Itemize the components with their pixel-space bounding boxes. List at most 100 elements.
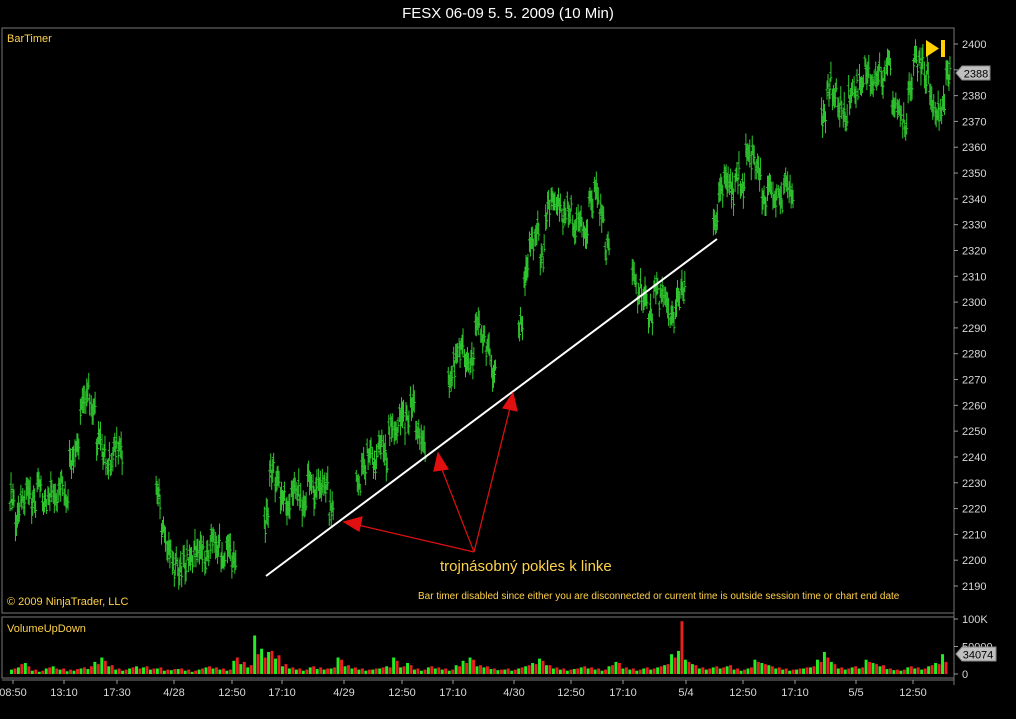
volume-bar-down bbox=[131, 667, 135, 674]
volume-bar-down bbox=[875, 664, 878, 674]
volume-bar-up bbox=[635, 670, 639, 674]
copyright-text: © 2009 NinjaTrader, LLC bbox=[7, 596, 129, 608]
volume-bar-up bbox=[301, 670, 305, 674]
volume-bar-down bbox=[55, 668, 59, 674]
trendline[interactable] bbox=[265, 238, 718, 577]
volume-bar-down bbox=[930, 665, 934, 674]
volume-bar-down bbox=[180, 668, 184, 674]
volume-bar-down bbox=[96, 664, 100, 674]
y-tick-label: 2300 bbox=[962, 297, 986, 309]
volume-bar-down bbox=[305, 669, 309, 674]
volume-bar-down bbox=[201, 668, 205, 674]
volume-bar-down bbox=[611, 665, 614, 674]
volume-bar-down bbox=[548, 665, 552, 674]
volume-bar-down bbox=[819, 661, 823, 674]
volume-bar-up bbox=[371, 669, 375, 674]
volume-bar-up bbox=[65, 671, 69, 674]
volume-bar-down bbox=[89, 666, 93, 674]
volume-bar-up bbox=[941, 654, 945, 674]
volume-bar-down bbox=[722, 667, 726, 674]
volume-bar-up bbox=[934, 663, 938, 674]
volume-bar-down bbox=[41, 670, 45, 674]
volume-bar-down bbox=[499, 669, 503, 674]
volume-bar-down bbox=[242, 661, 246, 674]
volume-bar-down bbox=[381, 667, 385, 674]
x-tick-label: 12:50 bbox=[388, 687, 416, 699]
play-end-icon[interactable] bbox=[926, 40, 945, 57]
volume-bar-down bbox=[166, 669, 170, 674]
volume-bar-up bbox=[183, 670, 187, 674]
y-tick-label: 2350 bbox=[962, 168, 986, 180]
volume-bar-up bbox=[142, 667, 145, 674]
volume-bar-up bbox=[385, 666, 389, 674]
x-tick-label: 08:50 bbox=[0, 687, 27, 699]
volume-bar-up bbox=[86, 669, 90, 674]
volume-bar-down bbox=[20, 664, 24, 674]
volume-bar-up bbox=[51, 666, 55, 674]
volume-bar-up bbox=[753, 659, 757, 674]
volume-bar-down bbox=[694, 665, 698, 674]
volume-bar-up bbox=[93, 661, 97, 674]
volume-bar-up bbox=[128, 668, 132, 674]
volume-bar-up bbox=[294, 669, 298, 674]
volume-bar-down bbox=[763, 664, 767, 674]
volume-bar-down bbox=[423, 669, 427, 674]
volume-bar-down bbox=[736, 668, 740, 674]
volume-bar-up bbox=[440, 669, 444, 674]
x-tick-label: 12:50 bbox=[557, 687, 585, 699]
volume-bar-up bbox=[739, 670, 743, 674]
volume-bar-down bbox=[673, 657, 677, 674]
volume-bar-up bbox=[211, 668, 215, 674]
volume-bar-up bbox=[274, 658, 277, 674]
volume-bar-up bbox=[100, 657, 104, 674]
volume-bar-up bbox=[725, 666, 729, 674]
volume-bar-down bbox=[465, 663, 469, 674]
volume-bar-up bbox=[169, 670, 173, 674]
price-bars bbox=[8, 39, 952, 590]
y-tick-label: 2190 bbox=[962, 581, 986, 593]
volume-bar-down bbox=[256, 654, 260, 674]
y-tick-label: 2320 bbox=[962, 245, 986, 257]
volume-bar-down bbox=[479, 665, 482, 674]
annotation-label: trojnásobný pokles k linke bbox=[440, 558, 612, 575]
y-tick-label: 2380 bbox=[962, 91, 986, 103]
y-tick-label: 2270 bbox=[962, 375, 986, 387]
volume-bar-up bbox=[913, 668, 917, 674]
volume-bar-down bbox=[944, 661, 948, 674]
volume-bar-down bbox=[902, 669, 906, 674]
volume-bar-down bbox=[346, 665, 350, 674]
arrow-head bbox=[342, 516, 363, 532]
volume-bar-down bbox=[604, 669, 608, 674]
volume-bar-down bbox=[194, 670, 198, 674]
volume-bar-up bbox=[899, 670, 903, 674]
volume-bar-up bbox=[10, 669, 13, 674]
volume-bar-up bbox=[503, 669, 507, 674]
volume-bar-down bbox=[221, 668, 225, 674]
volume-bar-up bbox=[649, 669, 653, 674]
y-tick-label: 2250 bbox=[962, 426, 986, 438]
volume-bar-down bbox=[798, 668, 802, 674]
volume-bar-down bbox=[402, 666, 406, 674]
volume-indicator-label: VolumeUpDown bbox=[7, 623, 86, 635]
volume-bar-up bbox=[607, 666, 611, 674]
volume-bar-up bbox=[253, 635, 257, 674]
volume-bar-up bbox=[204, 667, 208, 674]
volume-bar-up bbox=[517, 668, 521, 674]
volume-bar-up bbox=[864, 659, 868, 674]
x-tick-label: 12:50 bbox=[899, 687, 927, 699]
volume-bar-down bbox=[451, 669, 455, 674]
volume-bar-down bbox=[76, 669, 79, 674]
volume-bar-down bbox=[749, 667, 753, 674]
volume-bar-down bbox=[138, 668, 142, 674]
volume-bar-up bbox=[732, 669, 736, 674]
volume-bar-down bbox=[527, 665, 531, 674]
volume-bar-down bbox=[263, 657, 267, 674]
volume-bar-up bbox=[190, 671, 194, 674]
volume-bar-up bbox=[225, 670, 229, 674]
y-tick-label: 2370 bbox=[962, 116, 986, 128]
volume-bar-up bbox=[697, 668, 701, 674]
volume-bar-down bbox=[868, 661, 872, 674]
volume-bar-down bbox=[791, 669, 795, 674]
volume-bar-up bbox=[44, 668, 48, 674]
